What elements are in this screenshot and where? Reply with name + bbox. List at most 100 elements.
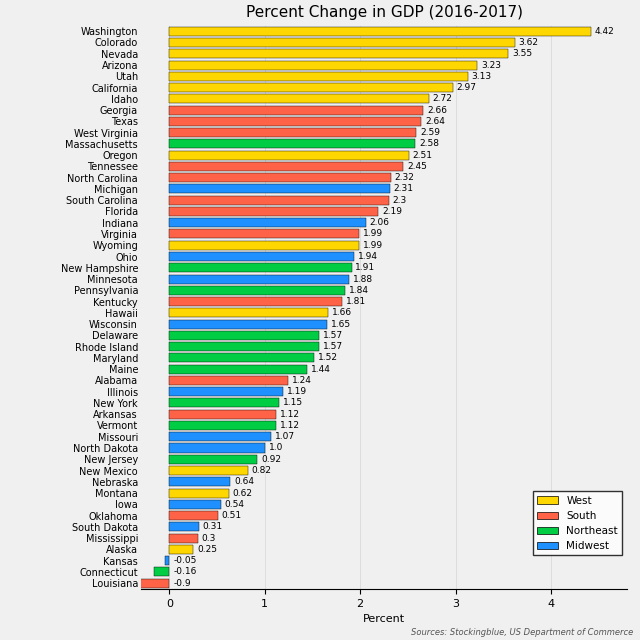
Bar bbox=[170, 241, 359, 250]
Bar bbox=[170, 150, 409, 159]
Bar bbox=[170, 207, 378, 216]
Bar bbox=[170, 488, 228, 497]
Text: 1.44: 1.44 bbox=[310, 365, 330, 374]
Text: 2.19: 2.19 bbox=[382, 207, 402, 216]
Bar bbox=[170, 421, 276, 430]
Bar bbox=[170, 196, 388, 205]
Text: 1.07: 1.07 bbox=[275, 432, 296, 441]
Text: 0.25: 0.25 bbox=[197, 545, 217, 554]
Text: 0.82: 0.82 bbox=[252, 466, 271, 475]
Text: 1.12: 1.12 bbox=[280, 410, 300, 419]
Text: -0.05: -0.05 bbox=[173, 556, 196, 565]
Text: 1.0: 1.0 bbox=[269, 444, 283, 452]
Text: 1.57: 1.57 bbox=[323, 342, 343, 351]
Bar bbox=[170, 342, 319, 351]
Text: 1.94: 1.94 bbox=[358, 252, 378, 261]
Text: 2.72: 2.72 bbox=[433, 94, 452, 103]
Text: 3.23: 3.23 bbox=[481, 61, 501, 70]
Text: 1.65: 1.65 bbox=[331, 319, 351, 328]
Bar bbox=[170, 477, 230, 486]
Text: 1.57: 1.57 bbox=[323, 331, 343, 340]
Text: 1.88: 1.88 bbox=[353, 275, 372, 284]
Text: 0.51: 0.51 bbox=[222, 511, 242, 520]
Text: 1.15: 1.15 bbox=[283, 399, 303, 408]
Text: 2.31: 2.31 bbox=[394, 184, 413, 193]
Bar bbox=[170, 173, 390, 182]
Bar bbox=[170, 410, 276, 419]
Text: 0.54: 0.54 bbox=[225, 500, 244, 509]
Text: 0.62: 0.62 bbox=[232, 488, 252, 497]
Text: 0.31: 0.31 bbox=[203, 522, 223, 531]
Text: -0.16: -0.16 bbox=[173, 568, 196, 577]
Bar bbox=[170, 218, 366, 227]
Bar bbox=[170, 534, 198, 543]
Text: 1.99: 1.99 bbox=[363, 241, 383, 250]
Title: Percent Change in GDP (2016-2017): Percent Change in GDP (2016-2017) bbox=[246, 5, 522, 20]
Bar bbox=[170, 500, 221, 509]
Bar bbox=[170, 275, 349, 284]
Bar bbox=[170, 263, 351, 272]
Bar bbox=[170, 319, 327, 328]
Text: 2.58: 2.58 bbox=[419, 140, 439, 148]
Text: 0.64: 0.64 bbox=[234, 477, 254, 486]
Text: 2.59: 2.59 bbox=[420, 128, 440, 137]
Text: 0.3: 0.3 bbox=[202, 534, 216, 543]
Bar bbox=[170, 83, 452, 92]
Bar bbox=[170, 331, 319, 340]
Text: 1.81: 1.81 bbox=[346, 297, 366, 306]
Text: 2.06: 2.06 bbox=[370, 218, 390, 227]
Bar bbox=[170, 184, 390, 193]
Bar bbox=[170, 432, 271, 441]
Bar bbox=[170, 308, 328, 317]
Bar bbox=[170, 365, 307, 374]
Text: 2.66: 2.66 bbox=[427, 106, 447, 115]
Text: 3.13: 3.13 bbox=[472, 72, 492, 81]
Text: 1.84: 1.84 bbox=[349, 286, 369, 295]
Bar bbox=[164, 556, 170, 565]
Text: 2.97: 2.97 bbox=[456, 83, 477, 92]
Bar bbox=[170, 522, 199, 531]
Text: 1.99: 1.99 bbox=[363, 230, 383, 239]
Text: 4.42: 4.42 bbox=[595, 27, 614, 36]
Text: 3.62: 3.62 bbox=[518, 38, 538, 47]
Text: 1.24: 1.24 bbox=[291, 376, 312, 385]
Bar bbox=[170, 455, 257, 464]
Bar bbox=[170, 376, 287, 385]
Text: -0.9: -0.9 bbox=[173, 579, 191, 588]
Bar bbox=[170, 38, 515, 47]
Bar bbox=[170, 27, 591, 36]
Bar bbox=[170, 117, 421, 126]
Bar bbox=[170, 444, 265, 452]
Text: 2.3: 2.3 bbox=[392, 196, 407, 205]
Bar bbox=[170, 128, 417, 137]
Bar bbox=[170, 297, 342, 306]
Bar bbox=[170, 387, 283, 396]
Text: 2.64: 2.64 bbox=[425, 117, 445, 126]
Bar bbox=[84, 579, 170, 588]
Bar bbox=[170, 466, 248, 475]
Bar bbox=[170, 106, 423, 115]
Bar bbox=[154, 568, 170, 577]
Bar bbox=[170, 545, 193, 554]
Text: 0.92: 0.92 bbox=[261, 455, 281, 464]
Bar bbox=[170, 72, 468, 81]
Text: 2.51: 2.51 bbox=[413, 150, 433, 159]
Text: 3.55: 3.55 bbox=[512, 49, 532, 58]
Text: 1.52: 1.52 bbox=[318, 353, 338, 362]
Text: 1.19: 1.19 bbox=[287, 387, 307, 396]
Bar bbox=[170, 286, 345, 295]
Bar bbox=[170, 94, 429, 103]
Text: 2.32: 2.32 bbox=[394, 173, 414, 182]
Bar bbox=[170, 511, 218, 520]
Legend: West, South, Northeast, Midwest: West, South, Northeast, Midwest bbox=[533, 492, 622, 556]
Text: 1.12: 1.12 bbox=[280, 421, 300, 430]
Bar bbox=[170, 49, 508, 58]
X-axis label: Percent: Percent bbox=[363, 614, 405, 624]
Text: Sources: Stockingblue, US Department of Commerce: Sources: Stockingblue, US Department of … bbox=[412, 628, 634, 637]
Bar bbox=[170, 353, 314, 362]
Bar bbox=[170, 162, 403, 171]
Bar bbox=[170, 61, 477, 70]
Bar bbox=[170, 399, 279, 408]
Bar bbox=[170, 140, 415, 148]
Text: 1.91: 1.91 bbox=[355, 263, 376, 272]
